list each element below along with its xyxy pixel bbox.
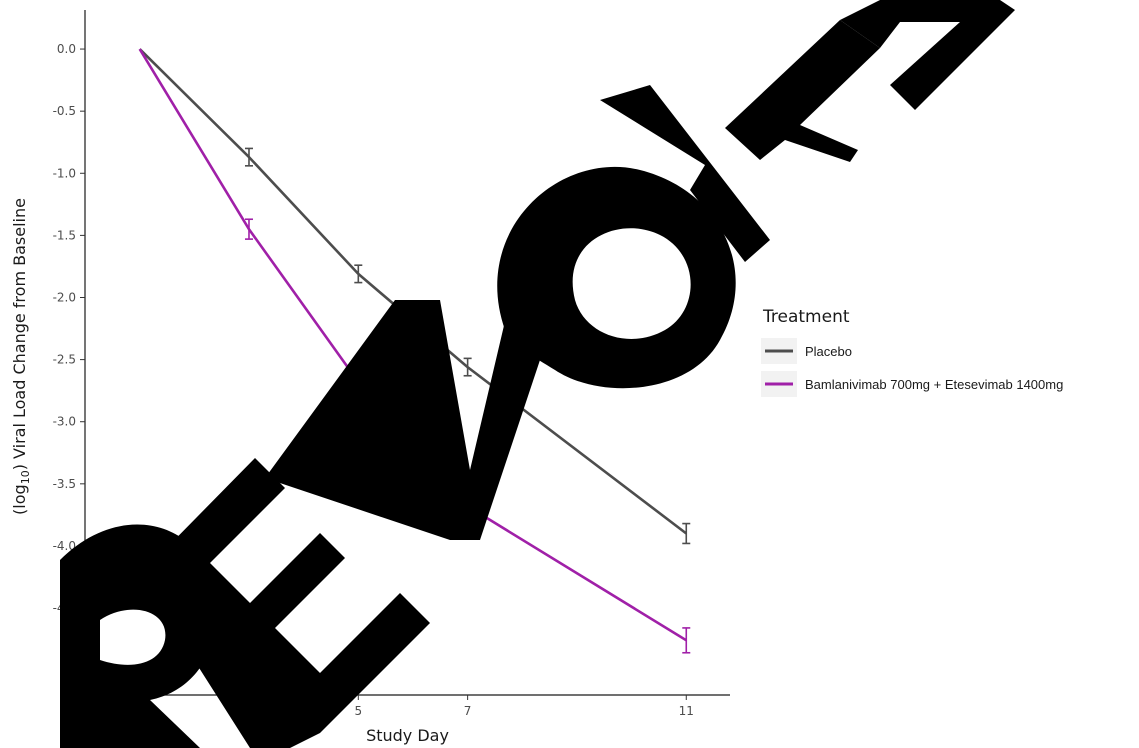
- y-tick-label: -0.5: [53, 104, 76, 118]
- error-bar: [354, 264, 363, 284]
- x-tick-label: 11: [679, 704, 694, 718]
- error-bar: [463, 357, 472, 377]
- y-axis-title: (log10) Viral Load Change from Baseline: [10, 198, 32, 515]
- legend-label: Placebo: [805, 344, 852, 359]
- y-axis-title-prefix: (log: [10, 484, 29, 515]
- y-axis-title-subscript: 10: [19, 470, 32, 484]
- error-bar: [682, 522, 691, 545]
- error-bar: [682, 627, 691, 654]
- y-tick-label: -2.5: [53, 353, 76, 367]
- legend-label: Bamlanivimab 700mg + Etesevimab 1400mg: [805, 377, 1063, 392]
- error-bar: [244, 218, 253, 240]
- y-tick-label: -3.0: [53, 415, 76, 429]
- y-tick-label: -1.0: [53, 166, 76, 180]
- series-0: [138, 48, 691, 545]
- revoked-watermark: [60, 0, 1015, 748]
- y-tick-label: -1.5: [53, 228, 76, 242]
- y-axis-title-suffix: ) Viral Load Change from Baseline: [10, 198, 29, 470]
- y-tick-label: -3.5: [53, 477, 76, 491]
- error-bar: [244, 147, 253, 167]
- legend: Treatment Placebo Bamlanivimab 700mg + Et…: [761, 307, 1063, 397]
- legend-title: Treatment: [762, 307, 850, 327]
- legend-item: Bamlanivimab 700mg + Etesevimab 1400mg: [761, 371, 1063, 397]
- x-tick-label: 7: [464, 704, 472, 718]
- legend-item: Placebo: [761, 338, 852, 364]
- x-tick-label: 5: [354, 704, 362, 718]
- y-tick-label: -4.0: [53, 539, 76, 553]
- y-tick-label: -2.0: [53, 290, 76, 304]
- x-axis-title: Study Day: [366, 726, 449, 745]
- y-tick-label: 0.0: [57, 42, 76, 56]
